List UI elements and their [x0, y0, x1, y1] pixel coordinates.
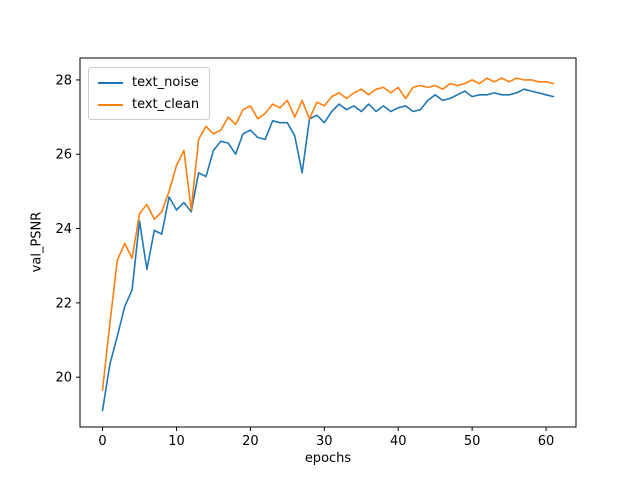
legend-line-swatch-orange-icon	[98, 103, 123, 106]
axes-spines	[79, 57, 577, 428]
y-tick-label: 24	[55, 222, 72, 237]
legend: text_noise text_clean	[88, 67, 211, 120]
legend-label: text_noise	[132, 75, 199, 90]
x-axis-label: epochs	[304, 451, 352, 466]
series-line-text_noise	[101, 88, 555, 412]
legend-item-text-noise: text_noise	[98, 75, 199, 90]
y-tick-label: 26	[55, 148, 72, 163]
legend-item-text-clean: text_clean	[98, 97, 199, 112]
series-line-text_clean	[101, 77, 555, 392]
legend-line-swatch-blue-icon	[98, 81, 123, 84]
y-tick-label: 20	[55, 371, 72, 386]
y-tick-label: 22	[55, 296, 72, 311]
x-tick-label: 60	[538, 434, 555, 449]
y-axis-label: val_PSNR	[29, 211, 45, 273]
x-tick-label: 50	[464, 434, 481, 449]
y-tick-label: 28	[55, 73, 72, 88]
x-tick-label: 40	[390, 434, 407, 449]
x-tick-label: 10	[168, 434, 185, 449]
x-tick-label: 20	[242, 434, 259, 449]
legend-label: text_clean	[132, 97, 200, 112]
x-tick-label: 0	[98, 434, 106, 449]
x-tick-label: 30	[316, 434, 333, 449]
